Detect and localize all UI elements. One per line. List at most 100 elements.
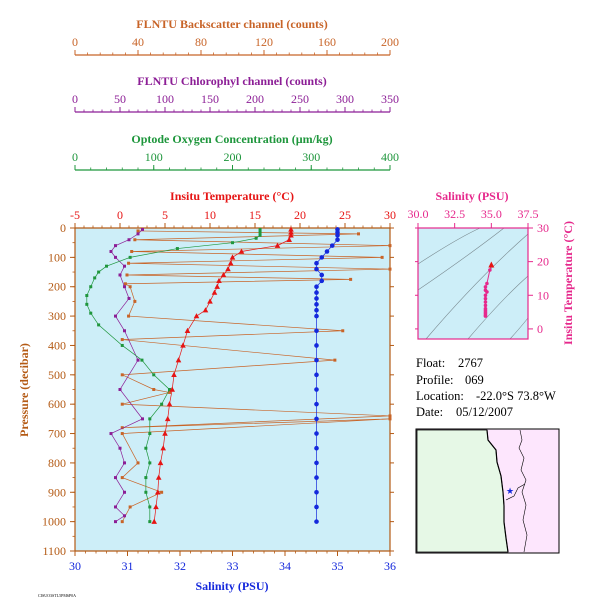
temperature-point <box>169 386 175 392</box>
backscatter-point <box>388 244 392 248</box>
pressure-tick-label: 700 <box>48 427 66 441</box>
pressure-tick-label: 1000 <box>42 515 66 529</box>
ts-y-axis-title: Insitu Temperature (°C) <box>561 221 575 345</box>
salinity-point <box>314 504 319 510</box>
temperature-tick-label: 10 <box>204 208 216 222</box>
ts-point <box>483 296 488 301</box>
temperature-point <box>211 289 218 295</box>
salinity-tick-label: 32 <box>174 559 186 573</box>
backscatter-point <box>128 285 132 289</box>
salinity-point <box>314 387 319 392</box>
oxygen-point <box>148 461 152 465</box>
salinity-point <box>314 416 319 422</box>
temperature-point <box>288 232 294 238</box>
chlorophyll-point <box>114 244 117 248</box>
salinity-point <box>314 307 319 313</box>
salinity-point <box>314 296 319 301</box>
salinity-point <box>314 260 319 266</box>
temperature-point <box>225 266 231 272</box>
backscatter-point <box>123 282 127 286</box>
salinity-point <box>314 284 319 290</box>
oxygen-point <box>89 311 93 315</box>
temperature-point <box>162 430 168 436</box>
temperature-point <box>193 313 200 319</box>
temperature-tick-label: 30 <box>384 208 396 222</box>
ts-point <box>485 290 489 294</box>
chlorophyll-point <box>114 255 117 259</box>
oxygen-point <box>128 255 132 259</box>
backscatter-point <box>130 249 134 253</box>
temperature-tick-label: 15 <box>249 208 261 222</box>
backscatter-point <box>120 476 124 480</box>
salinity-point <box>314 290 319 295</box>
ts-point <box>483 293 488 298</box>
salinity-point <box>314 313 319 319</box>
salinity-point <box>314 266 319 272</box>
ts-plot-area <box>418 228 528 339</box>
salinity-tick-label: 31 <box>122 559 134 573</box>
backscatter-axis-title: FLNTU Backscatter channel (counts) <box>136 17 327 31</box>
temperature-tick-label: -5 <box>70 208 80 222</box>
info-date-label: Date: <box>416 405 444 419</box>
ts-density-contours <box>417 227 529 340</box>
backscatter-point <box>357 232 360 236</box>
chlorophyll-axis: FLNTU Chlorophyl channel (counts) 0 50 100… <box>72 74 399 113</box>
temperature-point <box>180 342 186 348</box>
ts-point <box>483 300 488 304</box>
backscatter-point <box>160 490 164 494</box>
ts-x-tick-label: 30.0 <box>408 207 429 221</box>
backscatter-point <box>388 417 392 421</box>
salinity-point <box>314 475 319 480</box>
salinity-axis: Salinity (PSU) 30 31 32 33 34 35 36 <box>69 550 396 593</box>
info-location: Location: -22.0°S 73.8°W <box>416 389 556 404</box>
backscatter-point <box>136 461 140 465</box>
salinity-tick-label: 35 <box>332 559 344 573</box>
chlorophyll-point <box>123 329 126 333</box>
backscatter-point <box>133 238 137 242</box>
backscatter-tick-label: 120 <box>255 35 273 49</box>
ts-density-contour <box>417 227 505 291</box>
oxygen-point <box>148 417 152 421</box>
series-layer <box>85 226 392 524</box>
pressure-tick-label: 200 <box>48 280 66 294</box>
ts-density-contour <box>509 317 529 340</box>
oxygen-point <box>258 227 262 231</box>
salinity-point <box>335 237 340 243</box>
pressure-tick-label: 300 <box>48 309 66 323</box>
chlorophyll-tick-label: 350 <box>381 92 399 106</box>
temperature-point <box>229 254 236 260</box>
chlorophyll-point <box>123 490 126 494</box>
salinity-point <box>314 401 319 407</box>
temperature-tick-label: 20 <box>294 208 306 222</box>
oxygen-point <box>258 230 262 234</box>
pressure-axis-title: Pressure (decibar) <box>17 343 31 437</box>
salinity-point <box>314 302 319 307</box>
backscatter-point <box>349 277 353 281</box>
ts-point <box>485 281 489 286</box>
backscatter-point <box>120 426 124 430</box>
backscatter-point <box>388 414 392 418</box>
ts-point <box>483 303 488 308</box>
backscatter-point <box>168 390 171 394</box>
info-float-label: Float: <box>416 356 446 370</box>
salinity-point <box>314 460 319 466</box>
temperature-axis-title: Insitu Temperature (°C) <box>170 189 294 203</box>
chlorophyll-point <box>127 296 131 300</box>
temperature-point <box>155 474 162 480</box>
info-float: Float: 2767 <box>416 356 483 371</box>
oxygen-point <box>97 270 101 274</box>
temperature-point <box>160 445 166 451</box>
info-profile-label: Profile: <box>416 373 454 387</box>
salinity-series <box>314 227 340 524</box>
chlorophyll-tick-label: 100 <box>156 92 174 106</box>
info-profile-value: 069 <box>465 373 484 387</box>
oxygen-series-line <box>86 229 261 522</box>
salinity-point <box>314 431 319 436</box>
oxygen-point <box>93 276 97 280</box>
chlorophyll-point <box>109 432 113 436</box>
oxygen-point <box>160 402 164 406</box>
ts-point <box>488 268 492 272</box>
salinity-point <box>319 255 325 260</box>
oxygen-tick-label: 400 <box>381 150 399 164</box>
